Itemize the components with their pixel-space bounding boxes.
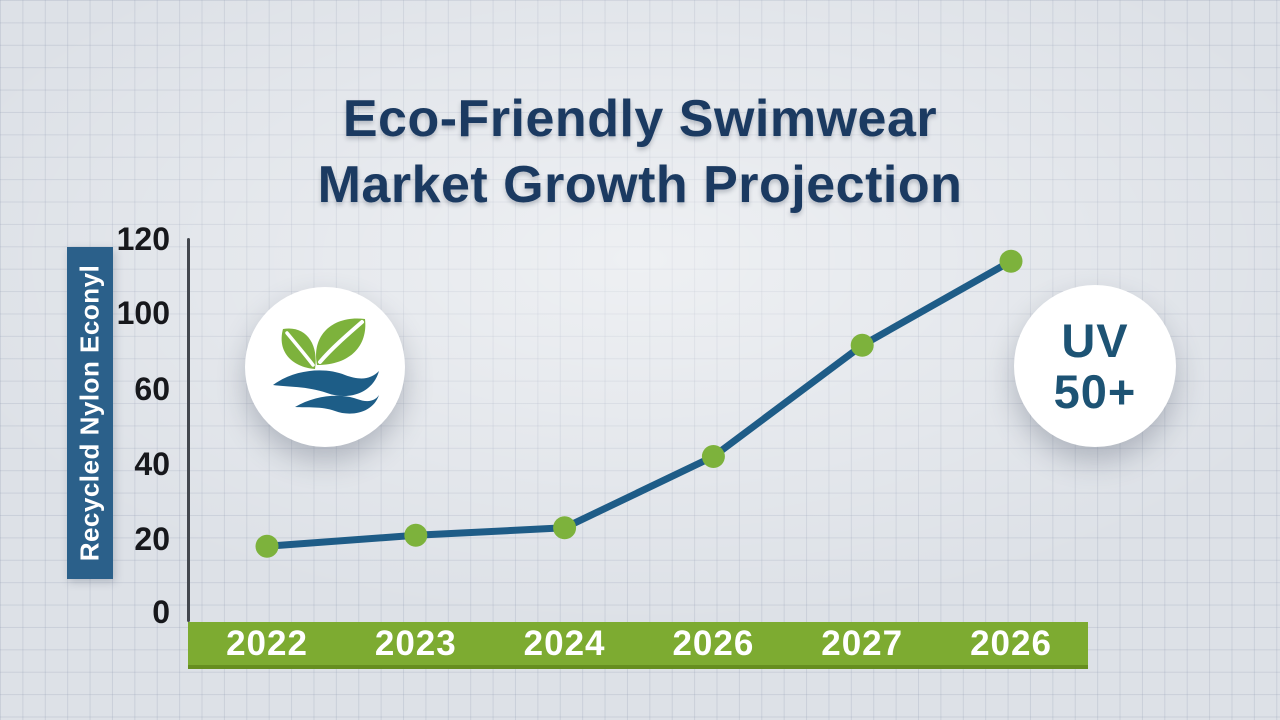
data-point	[553, 516, 577, 540]
chart-title-line1: Eco-Friendly Swimwear	[342, 90, 938, 148]
leaf-and-waves-icon	[273, 318, 379, 414]
x-tick-label: 2022	[226, 624, 308, 663]
data-points	[255, 249, 1023, 558]
y-axis-line	[187, 238, 190, 622]
data-point	[404, 523, 428, 547]
x-axis-band: 2022 2023 2024 2026 2027 2026	[188, 622, 1088, 669]
y-tick-label: 40	[134, 446, 170, 482]
eco-logo-badge	[245, 287, 405, 447]
y-tick-label: 120	[116, 221, 170, 257]
trend-line	[263, 257, 1015, 550]
chart-title-line2: Market Growth Projection	[317, 156, 963, 214]
y-tick-label: 60	[134, 371, 170, 407]
small-leaf-vein	[285, 331, 315, 367]
x-tick-label: 2023	[374, 624, 457, 663]
uv-badge-line2: 50+	[1053, 365, 1137, 418]
x-tick-label: 2026	[970, 624, 1052, 663]
large-leaf-vein	[318, 320, 364, 364]
x-tick-label: 2026	[672, 624, 755, 663]
wave-top-icon	[273, 370, 379, 397]
uv-badge-line1: UV	[1061, 314, 1129, 367]
chart-title: Eco-Friendly Swimwear Market Growth Proj…	[0, 86, 1280, 218]
data-point	[255, 534, 279, 558]
y-tick-label: 100	[116, 295, 170, 331]
x-tick-label: 2024	[523, 624, 606, 663]
x-tick-label: 2027	[821, 624, 904, 663]
y-axis-title-box: Recycled Nylon Econyl	[67, 247, 113, 579]
data-point	[701, 445, 725, 468]
data-point	[999, 249, 1023, 273]
wave-bottom-icon	[295, 395, 379, 414]
y-tick-label: 20	[134, 521, 170, 557]
y-tick-label: 0	[152, 594, 170, 630]
data-point	[850, 333, 874, 357]
uv-protection-badge: UV 50+	[1014, 285, 1176, 447]
